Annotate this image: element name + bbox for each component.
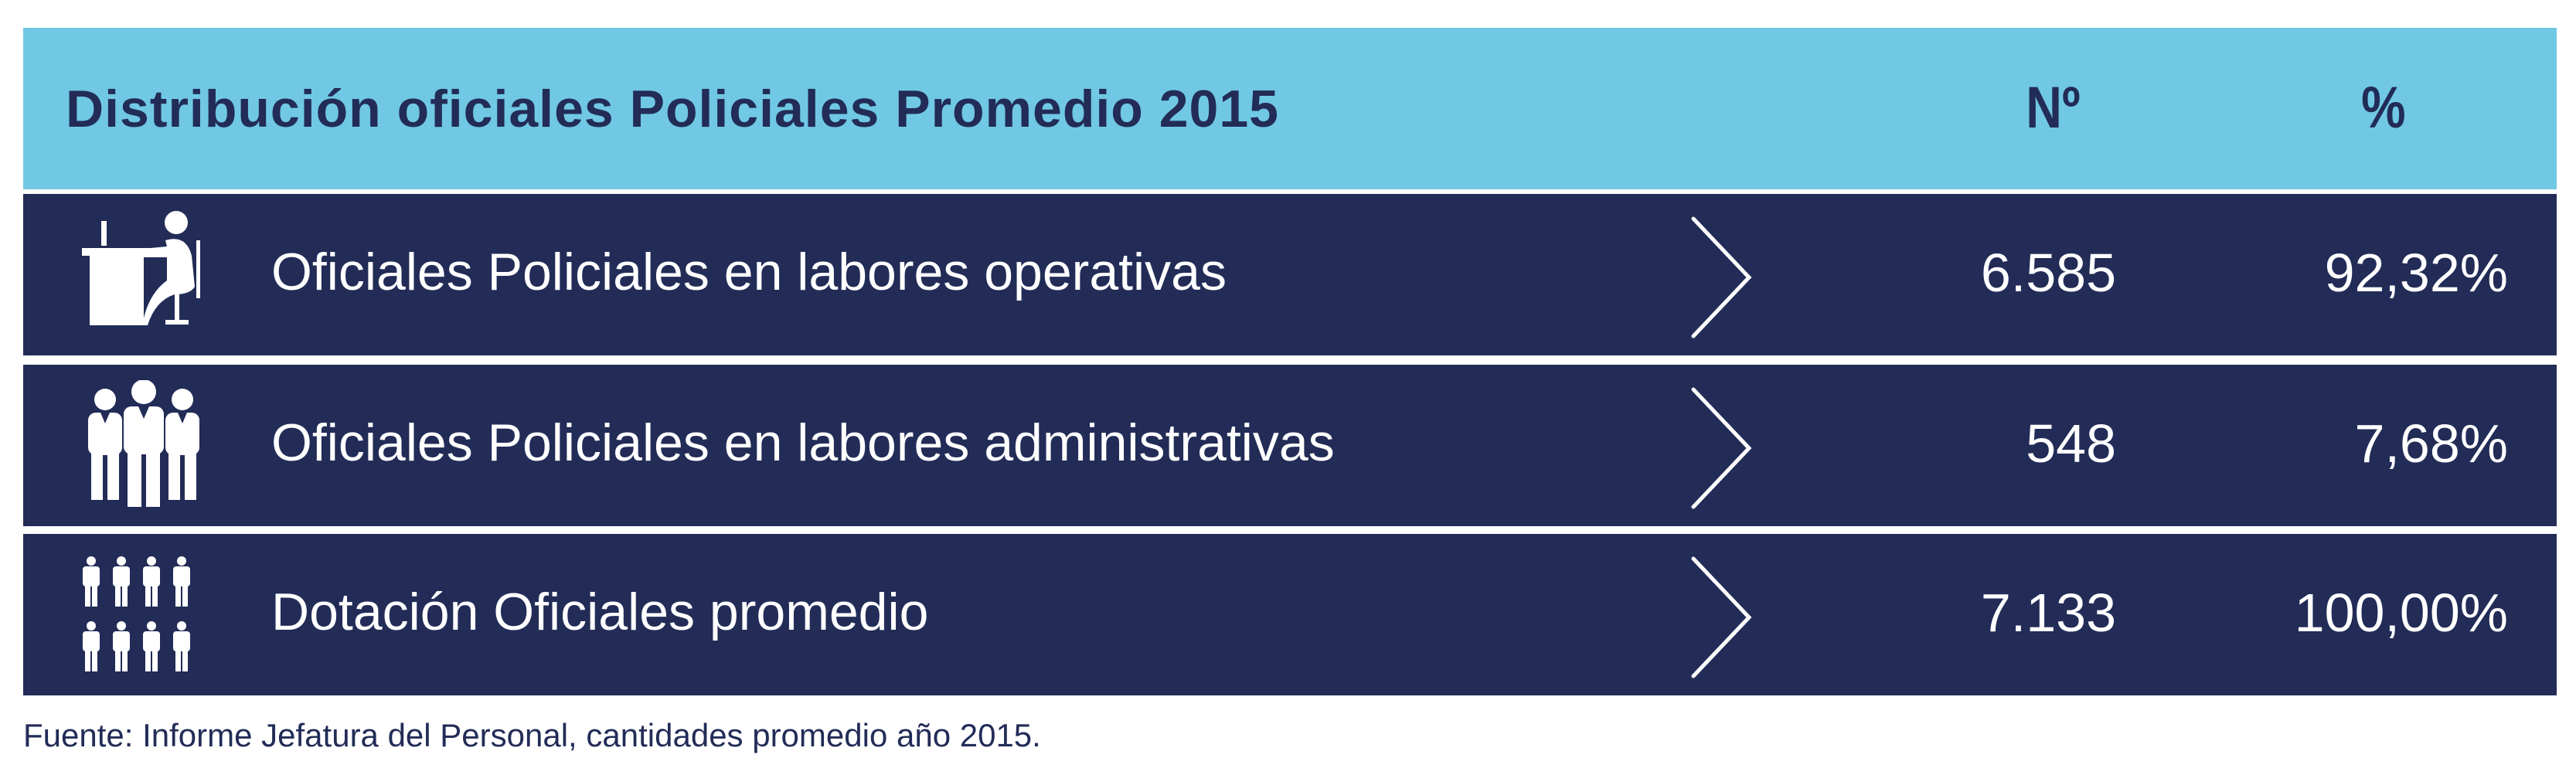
column-header-percent: % [2361, 75, 2406, 141]
desk-worker-icon [82, 211, 200, 325]
crowd-officers-icon [83, 556, 190, 671]
chevron-right-icon [1691, 216, 1752, 338]
row-number: 6.585 [1980, 243, 2116, 303]
table-row: Dotación Oficiales promedio 7.133 100,00… [23, 534, 2557, 695]
row-number: 7.133 [1980, 583, 2116, 643]
row-percent: 100,00% [2294, 583, 2508, 643]
row-label: Oficiales Policiales en labores operativ… [271, 243, 1227, 301]
row-percent: 7,68% [2354, 413, 2508, 474]
row-percent: 92,32% [2324, 243, 2508, 303]
table-row: Oficiales Policiales en labores operativ… [23, 194, 2557, 355]
row-number: 548 [2026, 413, 2116, 474]
table-title: Distribución oficiales Policiales Promed… [66, 80, 1279, 138]
column-header-number: Nº [2026, 75, 2081, 141]
chevron-right-icon [1691, 387, 1752, 509]
row-label: Dotación Oficiales promedio [271, 583, 929, 641]
chevron-right-icon [1691, 556, 1752, 678]
row-label: Oficiales Policiales en labores administ… [271, 413, 1335, 472]
group-officers-icon [88, 380, 199, 507]
table-row: Oficiales Policiales en labores administ… [23, 365, 2557, 526]
table-header: Distribución oficiales Policiales Promed… [23, 28, 2557, 189]
source-note: Fuente: Informe Jefatura del Personal, c… [23, 717, 1041, 753]
